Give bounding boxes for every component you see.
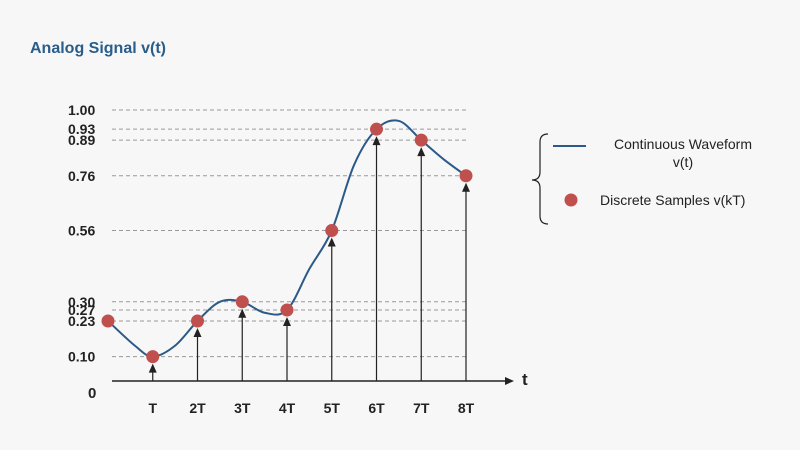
axes: t 0: [88, 370, 528, 402]
y-tick-labels: 1.00 0.930.89 0.76 0.56 0.300.270.23 0.10: [68, 102, 95, 365]
stem-arrowhead: [327, 237, 336, 247]
sample-stems: [148, 136, 470, 381]
chart-title: Analog Signal v(t): [30, 40, 166, 57]
sample-point: [280, 303, 294, 317]
sample-point: [459, 169, 473, 183]
legend-curve-label-line2: v(t): [673, 154, 693, 170]
sample-point: [191, 314, 204, 328]
stem-arrowhead: [283, 317, 291, 327]
y-tick-label: 0.76: [68, 168, 95, 184]
stem-arrowhead: [148, 363, 157, 373]
x-tick-label: 3T: [234, 400, 251, 416]
stem-arrowhead: [372, 136, 381, 146]
x-tick-label: 7T: [413, 400, 430, 416]
x-tick-label: T: [148, 400, 157, 416]
y-tick-label: 0.93: [68, 121, 95, 137]
x-tick-label: 5T: [324, 400, 341, 416]
sample-point: [370, 122, 383, 136]
sample-point: [414, 133, 428, 147]
stem-arrowhead: [462, 182, 470, 192]
x-axis-arrowhead: [505, 377, 514, 385]
y-tick-label: 0.89: [68, 132, 95, 148]
y-tick-label: 0.27: [68, 302, 95, 318]
stem-arrowhead: [193, 327, 202, 337]
x-axis-label: t: [522, 370, 528, 389]
legend-brace: [531, 133, 549, 225]
discrete-sample-points: [101, 122, 473, 364]
x-tick-label: 4T: [279, 400, 296, 416]
sample-point: [101, 314, 115, 328]
sample-point: [146, 350, 160, 364]
x-tick-label: 8T: [458, 400, 475, 416]
stem-arrowhead: [238, 308, 247, 318]
y-tick-label: 0.10: [68, 349, 95, 365]
reference-lines: [112, 109, 466, 358]
x-tick-label: 2T: [189, 400, 206, 416]
legend-sample-swatch: [564, 193, 578, 207]
y-tick-label: 0.30: [68, 294, 95, 310]
y-tick-label: 1.00: [68, 102, 95, 118]
x-tick-labels: T 2T 3T 4T 5T 6T 7T 8T: [148, 400, 474, 416]
y-tick-label: 0.56: [68, 223, 95, 239]
x-tick-label: 6T: [368, 400, 385, 416]
sample-point: [235, 295, 249, 309]
legend-samples-label: Discrete Samples v(kT): [600, 192, 745, 208]
legend-curve-label: Continuous Waveform: [614, 136, 752, 152]
y-tick-label: 0.23: [68, 313, 95, 329]
sample-point: [325, 224, 339, 238]
origin-label: 0: [88, 385, 96, 402]
legend: Continuous Waveform v(t) Discrete Sample…: [531, 133, 752, 225]
stem-arrowhead: [417, 147, 426, 157]
